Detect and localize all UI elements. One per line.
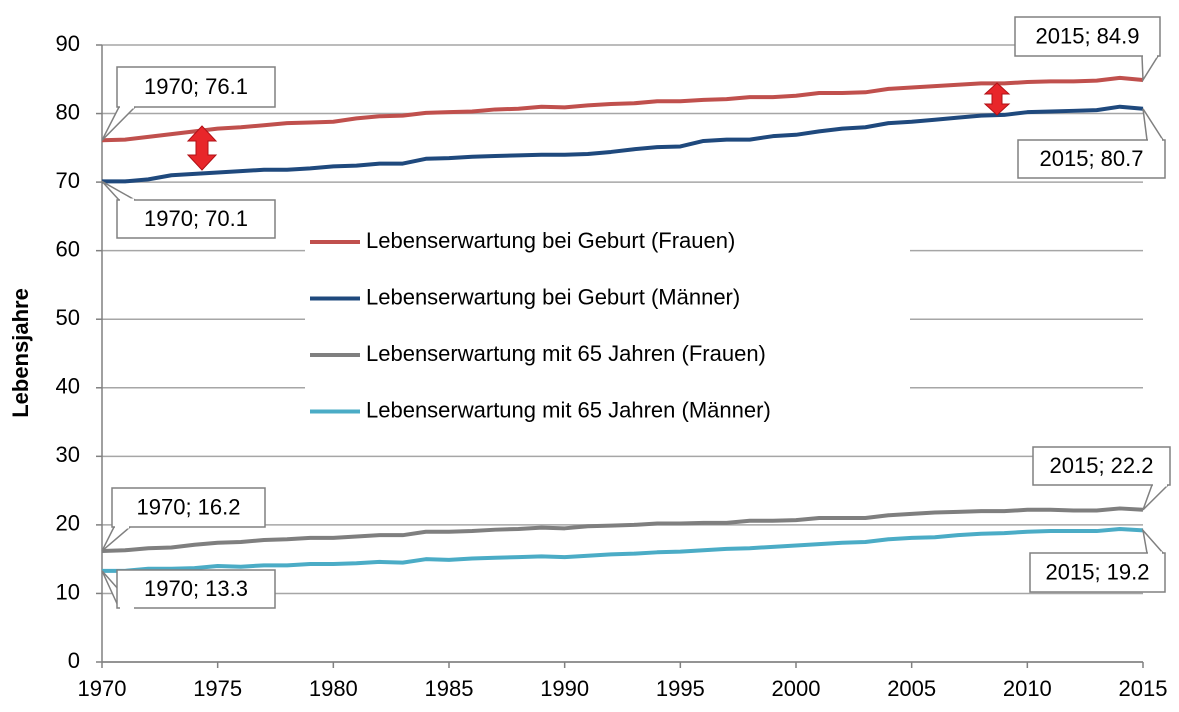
y-tick-label: 50 [56,305,80,330]
callout-joint [120,105,134,109]
callout-pointer [101,106,136,141]
legend-label: Lebenserwartung mit 65 Jahren (Männer) [366,397,771,422]
y-tick-label: 20 [56,511,80,536]
x-tick-label: 1980 [309,676,358,701]
callout-box [1029,552,1166,593]
callout-box [1032,446,1171,486]
callout-pointer [101,180,136,201]
x-tick-label: 1985 [425,676,474,701]
callout-label: 1970; 16.2 [137,494,241,519]
callout-joint [1148,138,1162,142]
y-tick-label: 90 [56,31,80,56]
callout-joint [1153,483,1167,487]
x-tick-label: 1995 [656,676,705,701]
callout-label: 1970; 13.3 [144,576,248,601]
callout-joint [120,606,134,610]
annotations: 1970; 76.1 1970; 70.1 1970; 16.2 1970; 13.3… [101,16,1171,610]
series-line [102,104,1144,184]
x-tick-label: 2010 [1003,676,1052,701]
callout-pointer [1141,55,1159,83]
x-tick-label: 1990 [540,676,589,701]
arrow [983,82,1011,116]
x-tick-label: 1975 [193,676,242,701]
callout-joint [120,198,134,202]
y-tick-label: 70 [56,168,80,193]
callout-box [1017,139,1166,179]
callout-label: 1970; 76.1 [144,74,248,99]
callout-label: 2015; 19.2 [1046,559,1150,584]
callout-label: 2015; 84.9 [1036,23,1140,48]
callout-label: 1970; 70.1 [144,206,248,231]
x-tick-label: 2015 [1119,676,1168,701]
y-tick-label: 30 [56,442,80,467]
x-tick-label: 2000 [772,676,821,701]
callout-pointer [1141,527,1164,554]
callout-box [116,569,276,609]
callout-pointer [1142,108,1164,141]
callout-label: 2015; 80.7 [1040,146,1144,171]
y-tick-label: 60 [56,236,80,261]
arrow [186,125,218,171]
series-line [102,527,1144,573]
series-line [101,506,1144,553]
callout-box [1014,16,1161,57]
legend-label: Lebenserwartung mit 65 Jahren (Frauen) [366,341,766,366]
series-line [101,75,1144,143]
callout-joint [1148,551,1162,555]
callout-pointer [1142,484,1169,511]
difference-arrows [186,82,1011,171]
legend-label: Lebenserwartung bei Geburt (Männer) [366,284,740,309]
y-axis-label: Lebensjahre [8,288,33,418]
callout-box [111,487,266,528]
callout-joint [115,525,129,529]
legend: Lebenserwartung bei Geburt (Frauen) Leben… [305,220,910,434]
grid: 0 10 20 30 40 50 60 70 80 90 1970 1975 1980 1985 1990 1… [56,31,1168,701]
legend-label: Lebenserwartung bei Geburt (Frauen) [366,228,735,253]
y-tick-label: 40 [56,374,80,399]
legend-background [305,220,910,434]
y-tick-label: 80 [56,99,80,124]
callout-joint [1143,54,1157,58]
callout-box [116,199,276,239]
lines [101,75,1144,573]
callout-box [116,66,276,108]
x-tick-label: 1970 [78,676,127,701]
y-tick-label: 0 [68,648,80,673]
y-tick-label: 10 [56,579,80,604]
x-tick-label: 2005 [887,676,936,701]
callout-label: 2015; 22.2 [1050,453,1154,478]
callout-pointer [101,526,131,552]
